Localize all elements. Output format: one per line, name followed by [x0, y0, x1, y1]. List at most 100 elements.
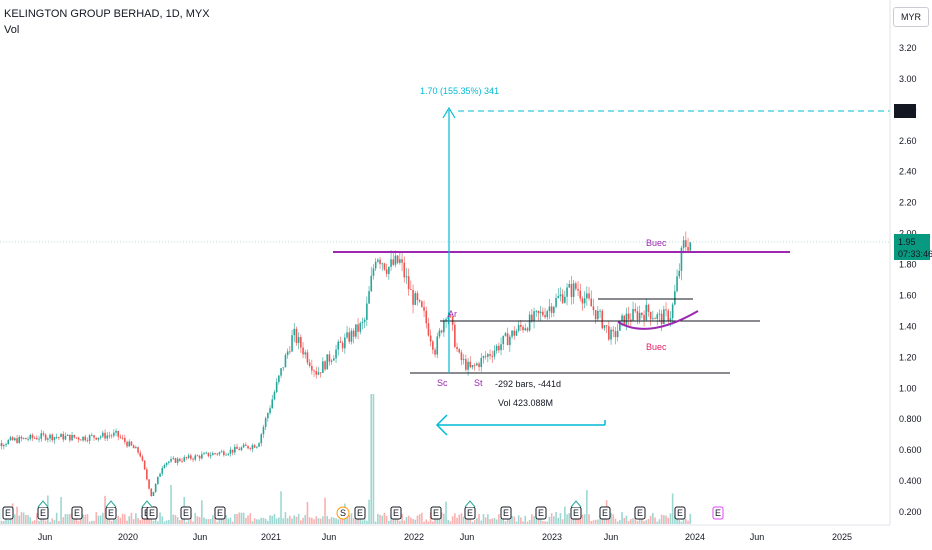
earnings-event-icon[interactable]: E [214, 506, 226, 520]
earnings-event-icon[interactable]: E [535, 506, 547, 520]
candle-body [91, 435, 93, 436]
volume-bar [262, 517, 265, 524]
volume-bar [561, 519, 564, 524]
candle-body [361, 321, 364, 324]
candle-body [377, 259, 379, 262]
vol-label: Vol 423.088M [498, 398, 553, 408]
volume-bar [403, 520, 406, 524]
currency-button[interactable]: MYR [893, 7, 929, 27]
candle-body [478, 363, 480, 368]
candle-body [115, 430, 117, 433]
candle-body [533, 311, 535, 321]
earnings-event-icon[interactable]: E [464, 506, 476, 520]
svg-text:E: E [433, 508, 439, 518]
candle-body [130, 441, 133, 446]
earnings-event-icon[interactable]: E [500, 506, 512, 520]
volume-bar [352, 518, 355, 524]
volume-bar [517, 515, 520, 524]
event-markers[interactable]: EEEEEEEESEEEEEEEEEEE [2, 500, 724, 520]
candle-body [108, 435, 111, 437]
candle-body [528, 314, 531, 331]
candle-body [687, 247, 689, 251]
buec-bottom-label: Buec [646, 342, 667, 352]
volume-bar [621, 512, 623, 524]
candle-body [421, 301, 423, 307]
earnings-event-icon[interactable]: E [37, 506, 49, 520]
candle-body [645, 304, 648, 321]
volume-bar [366, 520, 368, 524]
volume-bar [449, 521, 452, 524]
volume-bar [656, 521, 659, 524]
volume-bar [368, 499, 370, 524]
earnings-event-icon[interactable]: E [599, 506, 611, 520]
candle-body [319, 372, 322, 374]
candle-body [680, 247, 683, 271]
earnings-event-icon[interactable]: E [146, 506, 158, 520]
earnings-event-icon[interactable]: E [354, 506, 366, 520]
volume-bar [300, 520, 302, 524]
dividend-marker-icon[interactable] [141, 500, 153, 508]
bars-label: -292 bars, -441d [495, 379, 561, 389]
candle-body [128, 441, 131, 447]
earnings-event-icon[interactable]: E [674, 506, 686, 520]
volume-bar [396, 517, 399, 524]
earnings-event-icon[interactable]: E [430, 506, 442, 520]
volume-bar [601, 516, 604, 524]
candle-body [187, 455, 190, 458]
candle-body [223, 451, 225, 456]
volume-bar [665, 515, 667, 524]
candle-body [271, 399, 274, 409]
candle-body [201, 454, 203, 459]
candle-body [590, 298, 593, 307]
earnings-event-icon[interactable]: E [105, 506, 117, 520]
dividend-marker-icon[interactable] [105, 500, 117, 508]
candle-body [374, 261, 377, 269]
candle-body [467, 361, 469, 370]
volume-bar [216, 521, 219, 524]
candle-body [119, 436, 122, 438]
candle-body [575, 283, 577, 289]
volume-bar [476, 518, 478, 524]
volume-bar [99, 515, 102, 524]
candle-body [403, 262, 406, 278]
candle-body [359, 323, 362, 332]
volume-indicator-label[interactable]: Vol [4, 24, 20, 36]
volume-bar [471, 521, 474, 524]
candle-body [240, 447, 243, 451]
volume-bar [130, 512, 133, 524]
volume-bar [515, 521, 518, 524]
candle-body [150, 488, 153, 496]
earnings-event-icon[interactable]: E [180, 506, 192, 520]
candle-body [135, 447, 137, 449]
price-axis[interactable]: 3.20 3.00 2.80 2.60 2.40 2.20 2.00 1.80 1.60 1.40… [889, 0, 932, 525]
x-tick-label: Jun [38, 532, 53, 542]
split-event-icon[interactable]: S [336, 506, 350, 520]
earnings-event-icon[interactable]: E [71, 506, 83, 520]
earnings-event-icon[interactable]: E [570, 506, 582, 520]
svg-text:E: E [40, 508, 46, 518]
volume-bar [278, 517, 280, 524]
candle-body [335, 349, 337, 359]
volume-bar [379, 514, 381, 524]
dividend-marker-icon[interactable] [464, 500, 476, 508]
candle-body [198, 455, 201, 459]
earnings-event-icon[interactable]: E [634, 506, 646, 520]
svg-text:E: E [715, 508, 721, 518]
x-tick-label: 2025 [832, 532, 852, 542]
candle-body [196, 455, 199, 457]
volume-bar [161, 516, 164, 524]
earnings-event-icon[interactable]: E [390, 506, 402, 520]
candle-body [610, 329, 612, 340]
candle-body [31, 434, 34, 438]
candle-body [500, 344, 502, 351]
dividend-marker-icon[interactable] [570, 500, 582, 508]
candle-body [597, 310, 599, 320]
candle-body [682, 240, 685, 248]
dividend-marker-icon[interactable] [37, 500, 49, 508]
candle-body [326, 354, 329, 370]
earnings-event-icon[interactable]: E [712, 506, 724, 520]
candle-body [11, 437, 14, 441]
earnings-event-icon[interactable]: E [2, 506, 14, 520]
time-axis[interactable]: Jun 2020 Jun 2021 Jun 2022 Jun 2023 Jun 2024 Jun 20… [0, 524, 890, 542]
